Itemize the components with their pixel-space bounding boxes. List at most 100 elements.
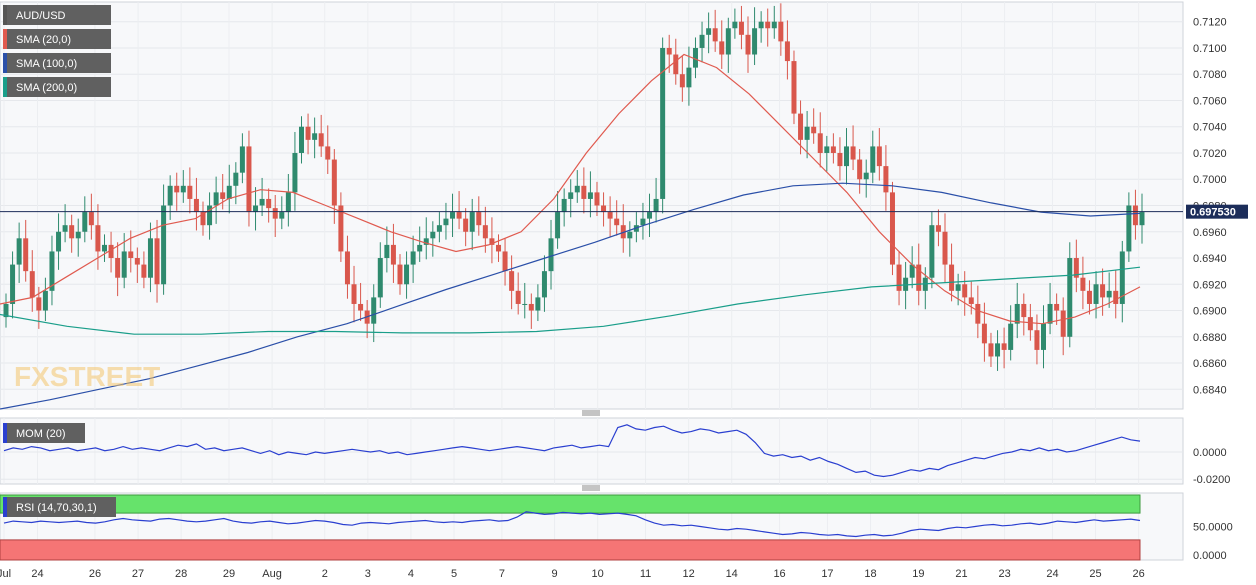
x-tick-label: 2 xyxy=(322,568,328,580)
price-tick-label: 0.7000 xyxy=(1193,174,1227,186)
candle-body xyxy=(692,47,698,68)
candle-body xyxy=(647,212,653,219)
candle-body xyxy=(1001,343,1007,350)
candle-body xyxy=(857,159,863,180)
candle-body xyxy=(239,146,245,173)
candle-body xyxy=(174,185,180,193)
x-tick-label: 12 xyxy=(682,568,694,580)
price-tick-label: 0.7120 xyxy=(1193,17,1227,29)
candle-body xyxy=(988,343,994,357)
x-tick-label: Jul xyxy=(0,568,11,580)
candle-body xyxy=(1139,212,1145,226)
candle-body xyxy=(929,225,935,278)
candle-body xyxy=(298,126,304,153)
candle-body xyxy=(266,198,272,209)
candle-body xyxy=(1086,290,1092,304)
rsi-panel: 50.0000 0.0000 RSI (14,70,30,1) xyxy=(0,492,1233,562)
candle-body xyxy=(75,231,81,239)
candle-body xyxy=(870,146,876,173)
candle-body xyxy=(469,212,475,232)
candle-body xyxy=(207,205,213,226)
legend-swatch xyxy=(3,29,7,49)
candle-body xyxy=(42,290,48,311)
candle-body xyxy=(187,185,193,199)
x-tick-label: Aug xyxy=(262,568,282,580)
candle-body xyxy=(528,303,534,311)
candle-body xyxy=(292,152,298,193)
candle-body xyxy=(548,238,554,272)
sma200-line xyxy=(0,266,1141,335)
momentum-line xyxy=(3,424,1141,478)
candle-body xyxy=(338,205,344,252)
candle-body xyxy=(450,212,456,219)
candle-body xyxy=(279,212,285,219)
legend-swatch xyxy=(3,53,7,73)
candle-body xyxy=(325,146,331,160)
candle-body xyxy=(108,244,114,259)
candle-body xyxy=(358,303,364,311)
candle-body xyxy=(404,264,410,285)
candle-body xyxy=(1034,330,1040,350)
candle-body xyxy=(1119,251,1125,304)
candle-body xyxy=(561,198,567,213)
candle-body xyxy=(1047,303,1053,324)
candle-body xyxy=(141,264,147,278)
candle-body xyxy=(1027,317,1033,331)
candle-body xyxy=(167,185,173,206)
candle-body xyxy=(253,205,259,213)
x-tick-label: 26 xyxy=(89,568,101,580)
sma20-line xyxy=(0,53,1141,325)
rsi-legend-swatch xyxy=(3,497,7,517)
candle-body xyxy=(259,198,265,206)
candle-body xyxy=(1113,290,1119,304)
x-tick-label: 24 xyxy=(31,568,43,580)
candle-body xyxy=(555,212,561,239)
candle-body xyxy=(627,231,633,239)
candle-body xyxy=(16,238,22,265)
candle-body xyxy=(949,264,955,291)
candle-body xyxy=(968,297,974,304)
candle-body xyxy=(88,212,94,226)
candle-body xyxy=(489,238,495,245)
candle-body xyxy=(390,244,396,265)
candle-body xyxy=(147,238,153,278)
candle-body xyxy=(82,212,88,232)
candle-body xyxy=(896,264,902,291)
candle-body xyxy=(850,146,856,160)
candle-body xyxy=(581,185,587,199)
candle-body xyxy=(686,67,692,88)
legend-label: SMA (20,0) xyxy=(16,34,71,46)
price-tick-label: 0.6920 xyxy=(1193,279,1227,291)
candle-body xyxy=(1021,303,1027,318)
legend-swatch xyxy=(3,5,7,25)
x-tick-label: 14 xyxy=(726,568,738,580)
candle-body xyxy=(1041,323,1047,350)
candle-body xyxy=(817,133,823,153)
candle-body xyxy=(476,212,482,226)
x-tick-label: 11 xyxy=(640,568,651,580)
candle-body xyxy=(226,185,232,199)
candle-body xyxy=(844,146,850,167)
fxstreet-logo: FXSTREET xyxy=(14,361,160,392)
rsi-oversold-zone xyxy=(0,539,1141,561)
candle-body xyxy=(502,251,508,272)
candle-body xyxy=(351,284,357,304)
candle-body xyxy=(771,21,777,29)
x-tick-label: 27 xyxy=(132,568,144,580)
sma100-line xyxy=(0,182,1141,410)
candle-body xyxy=(1067,258,1073,337)
candle-body xyxy=(883,166,889,193)
candle-body xyxy=(272,208,278,219)
price-tick-label: 0.6880 xyxy=(1193,332,1227,344)
legend-box xyxy=(3,5,111,25)
candle-body xyxy=(975,303,981,324)
candle-body xyxy=(1093,284,1099,304)
candle-body xyxy=(607,212,613,219)
candle-body xyxy=(765,21,771,29)
candle-body xyxy=(1014,303,1020,324)
candle-body xyxy=(213,192,219,206)
x-tick-label: 26 xyxy=(1133,568,1145,580)
candle-body xyxy=(738,21,744,35)
price-tick-label: 0.7100 xyxy=(1193,43,1227,55)
price-tick-label: 0.7060 xyxy=(1193,95,1227,107)
